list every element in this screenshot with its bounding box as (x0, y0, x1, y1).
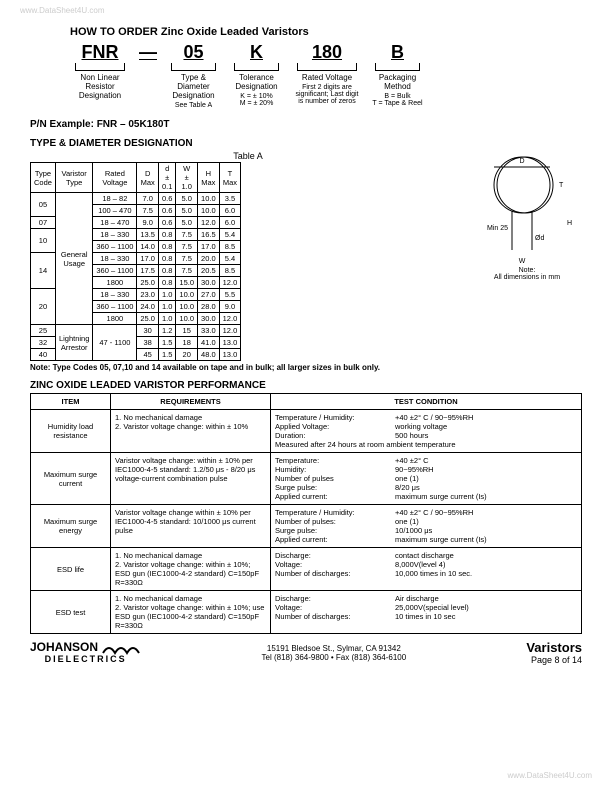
footer-page-info: Varistors Page 8 of 14 (526, 640, 582, 665)
svg-text:W: W (519, 258, 526, 265)
company-logo: JOHANSON DIELECTRICS (30, 641, 141, 664)
varistor-diagram: D T H Ød W Min 25 Note: All dimensions i… (472, 151, 582, 361)
svg-text:Ød: Ød (535, 235, 544, 242)
svg-text:D: D (519, 158, 524, 165)
watermark-bottom: www.DataSheet4U.com (508, 771, 592, 780)
ordering-breakdown: FNRNon Linear Resistor Designation—05Typ… (70, 42, 582, 109)
watermark-top: www.DataSheet4U.com (20, 6, 104, 15)
section-type-diameter: TYPE & DIAMETER DESIGNATION (30, 138, 582, 149)
section-performance: ZINC OXIDE LEADED VARISTOR PERFORMANCE (30, 380, 582, 391)
ordering-col: — (138, 42, 158, 109)
performance-table: ITEMREQUIREMENTSTEST CONDITIONHumidity l… (30, 393, 582, 634)
type-code-note: Note: Type Codes 05, 07,10 and 14 availa… (30, 363, 582, 372)
svg-text:H: H (567, 220, 572, 227)
footer-address: 15191 Bledsoe St., Sylmar, CA 91342 Tel … (262, 644, 407, 662)
ordering-col: FNRNon Linear Resistor Designation (70, 42, 130, 109)
ordering-col: BPackaging MethodB = Bulk T = Tape & Ree… (370, 42, 425, 109)
ordering-col: 05Type & Diameter DesignationSee Table A (166, 42, 221, 109)
pn-example: P/N Example: FNR – 05K180T (30, 119, 582, 130)
ordering-col: KTolerance DesignationK = ± 10% M = ± 20… (229, 42, 284, 109)
table-a-caption: Table A (30, 151, 466, 161)
page-footer: JOHANSON DIELECTRICS 15191 Bledsoe St., … (30, 640, 582, 665)
diagram-note: Note: All dimensions in mm (472, 267, 582, 281)
svg-text:T: T (559, 182, 564, 189)
page-title: HOW TO ORDER Zinc Oxide Leaded Varistors (70, 26, 582, 38)
table-a: TypeCodeVaristorTypeRatedVoltageDMaxd±0.… (30, 162, 241, 361)
svg-text:Min 25: Min 25 (487, 225, 508, 232)
ordering-col: 180Rated VoltageFirst 2 digits are signi… (292, 42, 362, 109)
